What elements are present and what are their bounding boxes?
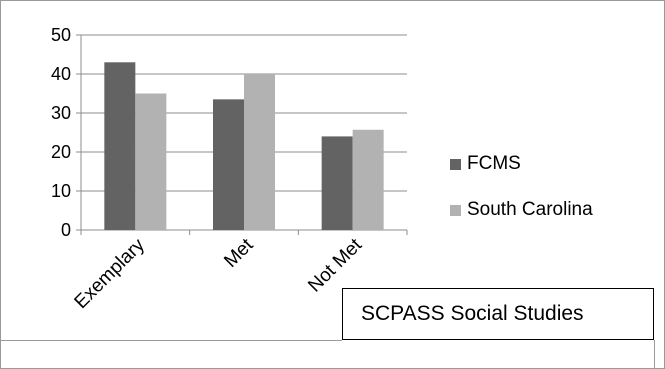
bar-south-carolina-met	[244, 74, 275, 230]
y-tick-label: 10	[51, 181, 71, 201]
y-tick-label: 20	[51, 142, 71, 162]
legend-label-south-carolina: South Carolina	[467, 199, 593, 220]
bar-fcms-exemplary	[104, 62, 136, 230]
y-tick-label: 0	[61, 220, 71, 240]
y-tick-label: 50	[51, 25, 71, 45]
frame-line	[0, 340, 342, 341]
bar-fcms-not-met	[321, 136, 353, 230]
frame-line	[654, 340, 655, 369]
legend-item-south-carolina: South Carolina	[450, 198, 593, 222]
y-tick-label: 40	[51, 64, 71, 84]
chart-title-box: SCPASS Social Studies	[342, 288, 654, 340]
x-tick-label: Met	[220, 234, 258, 272]
legend-item-fcms: FCMS	[450, 152, 593, 176]
bar-south-carolina-exemplary	[135, 93, 167, 230]
y-tick-label: 30	[51, 103, 71, 123]
chart-title: SCPASS Social Studies	[361, 302, 584, 325]
legend-label-fcms: FCMS	[467, 153, 521, 174]
bars	[104, 62, 384, 230]
bar-fcms-met	[213, 99, 244, 230]
bar-south-carolina-not-met	[352, 129, 384, 230]
legend: FCMS South Carolina	[450, 152, 593, 244]
x-tick-label: Exemplary	[71, 234, 150, 313]
legend-swatch-south-carolina	[450, 204, 461, 216]
legend-swatch-fcms	[450, 158, 461, 170]
